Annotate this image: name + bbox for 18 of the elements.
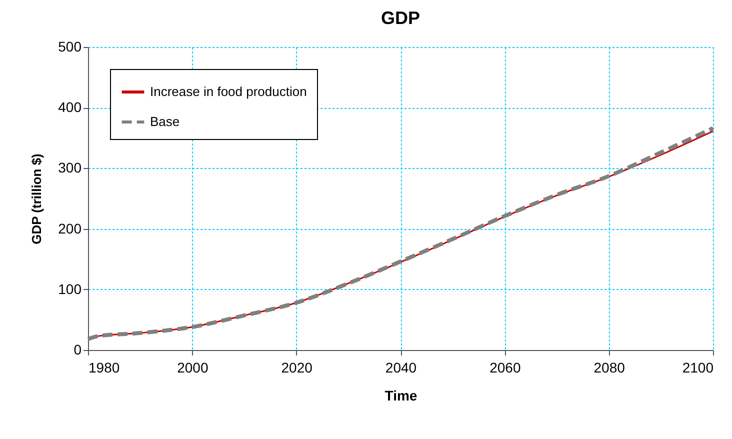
x-axis-title: Time <box>384 388 418 404</box>
x-tick-label: 2000 <box>177 360 208 376</box>
y-tick-label: 0 <box>74 342 82 358</box>
y-tick-label: 300 <box>58 160 82 176</box>
y-tick-label: 400 <box>58 99 82 116</box>
legend-label: Base <box>150 114 180 129</box>
y-tick-label: 100 <box>58 280 82 297</box>
x-tick-label: 2060 <box>490 360 521 376</box>
y-tick-label: 500 <box>58 38 82 54</box>
legend-label: Increase in food production <box>150 84 307 99</box>
y-tick-label: 200 <box>58 220 82 236</box>
y-axis-title: GDP (trillion $) <box>29 154 44 244</box>
x-tick-label: 1980 <box>88 360 120 376</box>
x-tick-label: 2080 <box>594 360 626 376</box>
x-tick-label: 2040 <box>385 360 417 376</box>
x-tick-label: 2100 <box>682 360 714 376</box>
x-tick-label: 2020 <box>281 360 313 376</box>
chart-title: GDP <box>380 8 420 28</box>
